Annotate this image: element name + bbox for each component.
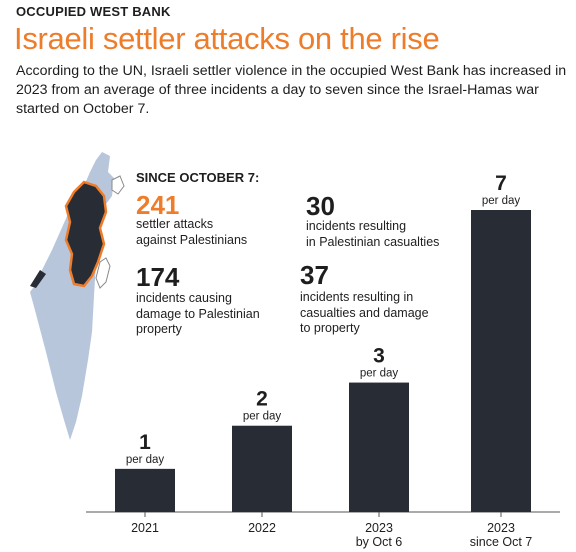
stat-label: incidents resulting in Palestinian casua… [306, 219, 439, 250]
stat-label-line: to property [300, 321, 360, 335]
stat-value: 37 [300, 260, 329, 290]
stat-label-line: incidents resulting [306, 219, 407, 233]
page-title: Israeli settler attacks on the rise [14, 21, 440, 56]
stat-label: incidents resulting in casualties and da… [300, 290, 429, 337]
west-bank-region [64, 180, 108, 288]
gaza-strip [30, 270, 46, 288]
data-label: 7 [495, 172, 507, 195]
stat-label: settler attacks against Palestinians [136, 217, 247, 248]
data-label: 2 [256, 388, 268, 411]
bar [232, 425, 292, 512]
stat-value: 30 [306, 191, 335, 221]
data-label-unit: per day [126, 454, 165, 466]
stat-value: 241 [136, 190, 180, 220]
data-label-unit: per day [360, 368, 399, 380]
data-label: 1 [139, 431, 151, 454]
bar [471, 210, 531, 512]
stat-label-line: in Palestinian casualties [306, 234, 440, 249]
stat-label-line: casualties and damage [300, 305, 429, 320]
x-tick-label: by Oct 6 [356, 535, 403, 549]
data-label-unit: per day [243, 411, 282, 423]
stat-value: 174 [136, 262, 180, 292]
bar [349, 382, 409, 512]
data-label: 3 [373, 345, 385, 368]
x-tick-label: 2023 [365, 521, 393, 535]
stats-heading: SINCE OCTOBER 7: [136, 170, 260, 185]
stat-label-line: property [136, 322, 182, 336]
golan-area [111, 175, 125, 195]
stat-label-line: incidents resulting in [300, 290, 414, 304]
kicker: OCCUPIED WEST BANK [16, 4, 171, 19]
stat-label-line: against Palestinians [136, 232, 248, 247]
x-tick-label: 2023 [487, 521, 515, 535]
data-label-unit: per day [482, 195, 521, 207]
dek-paragraph: According to the UN, Israeli settler vio… [16, 63, 567, 117]
bar [115, 468, 175, 512]
stat-label-line: settler attacks [136, 217, 214, 231]
x-tick-label: 2022 [248, 521, 276, 535]
stat-label-line: incidents causing [136, 291, 232, 305]
x-tick-label: 2021 [131, 521, 159, 535]
jordan-border-area [95, 257, 111, 289]
x-tick-label: since Oct 7 [470, 535, 533, 549]
stat-label-line: damage to Palestinian [136, 306, 260, 321]
stat-label: incidents causing damage to Palestinian … [136, 291, 260, 338]
